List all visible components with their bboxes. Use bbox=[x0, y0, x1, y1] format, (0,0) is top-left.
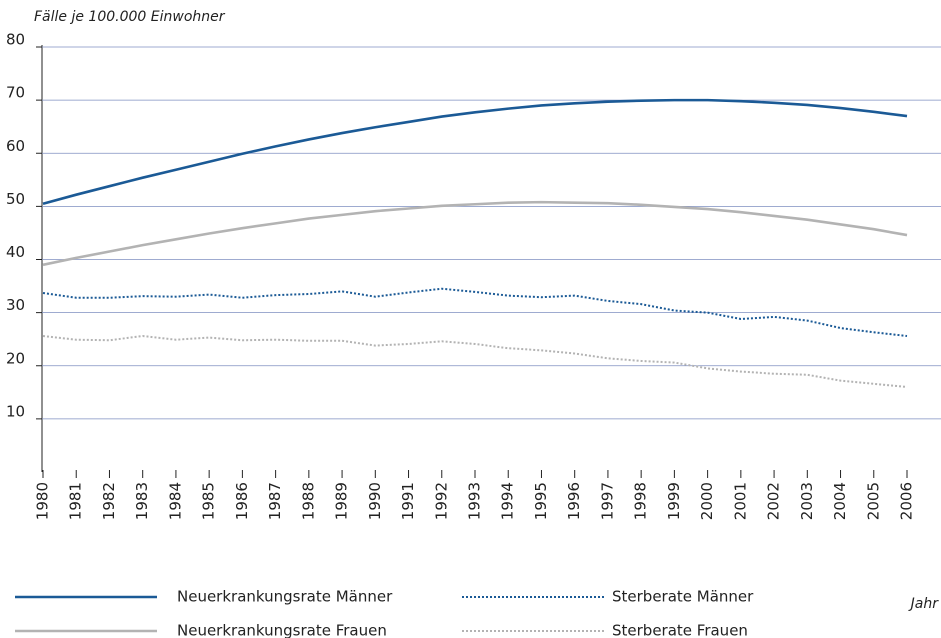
y-axis-label: Fälle je 100.000 Einwohner bbox=[34, 9, 226, 25]
y-tick-label: 80 bbox=[6, 31, 25, 49]
y-tick-label: 30 bbox=[6, 296, 25, 314]
x-tick-label: 1985 bbox=[200, 482, 218, 520]
x-tick-label: 1984 bbox=[166, 482, 184, 520]
legend-label: Neuerkrankungsrate Frauen bbox=[177, 622, 387, 638]
x-tick-label: 1994 bbox=[499, 482, 517, 520]
x-tick-label: 1981 bbox=[67, 482, 85, 520]
line bbox=[42, 98, 908, 205]
legend-label: Sterberate Frauen bbox=[612, 622, 748, 638]
x-tick-label: 1997 bbox=[598, 482, 616, 520]
y-tick-label: 10 bbox=[6, 402, 25, 420]
x-tick-label: 2004 bbox=[831, 482, 849, 520]
x-tick-label: 1999 bbox=[665, 482, 683, 520]
line bbox=[42, 200, 908, 267]
x-tick-label: 1982 bbox=[100, 482, 118, 520]
x-tick-label: 1993 bbox=[466, 482, 484, 520]
x-tick-label: 2001 bbox=[731, 482, 749, 520]
x-tick-label: 1988 bbox=[299, 482, 317, 520]
line bbox=[42, 334, 908, 388]
x-tick-label: 1980 bbox=[34, 482, 52, 520]
x-tick-label: 1996 bbox=[565, 482, 583, 520]
x-axis-label: Jahr bbox=[908, 596, 940, 612]
x-tick-label: 2000 bbox=[698, 482, 716, 520]
x-tick-label: 1990 bbox=[366, 482, 384, 520]
y-tick-label: 70 bbox=[6, 84, 25, 102]
y-tick-label: 20 bbox=[6, 349, 25, 367]
x-tick-label: 1992 bbox=[432, 482, 450, 520]
x-tick-label: 2006 bbox=[898, 482, 916, 520]
x-tick-label: 2003 bbox=[798, 482, 816, 520]
y-tick-label: 50 bbox=[6, 190, 25, 208]
x-tick-label: 1998 bbox=[632, 482, 650, 520]
legend-label: Neuerkrankungsrate Männer bbox=[177, 588, 393, 606]
x-tick-label: 1989 bbox=[333, 482, 351, 520]
x-tick-label: 1986 bbox=[233, 482, 251, 520]
x-tick-label: 1991 bbox=[399, 482, 417, 520]
y-tick-label: 60 bbox=[6, 137, 25, 155]
x-tick-label: 2005 bbox=[864, 482, 882, 520]
line bbox=[42, 287, 908, 337]
x-tick-label: 1995 bbox=[532, 482, 550, 520]
legend-label: Sterberate Männer bbox=[612, 588, 754, 606]
x-tick-label: 2002 bbox=[765, 482, 783, 520]
x-tick-label: 1983 bbox=[133, 482, 151, 520]
y-tick-label: 40 bbox=[6, 243, 25, 261]
x-tick-label: 1987 bbox=[266, 482, 284, 520]
